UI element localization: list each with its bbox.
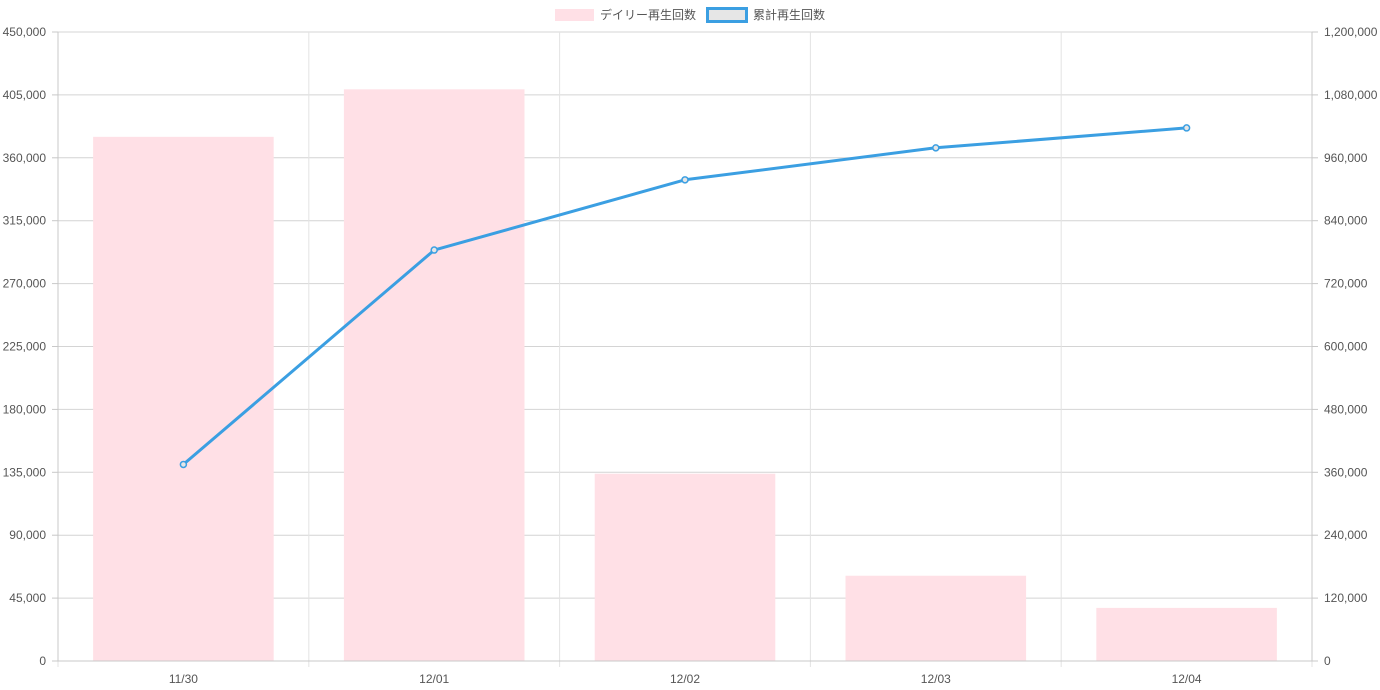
y-left-tick-label: 360,000: [3, 151, 47, 165]
x-tick-label: 12/01: [419, 672, 449, 686]
legend-swatch-daily: [555, 9, 594, 21]
y-right-tick-label: 240,000: [1324, 528, 1368, 542]
y-right-tick-label: 360,000: [1324, 465, 1368, 479]
x-tick-label: 11/30: [169, 672, 198, 686]
y-left-tick-label: 0: [39, 654, 46, 668]
x-tick-label: 12/02: [670, 672, 700, 686]
bar-series: [93, 89, 1277, 662]
legend-item-cumulative[interactable]: 累計再生回数: [706, 7, 826, 23]
y-right-tick-label: 0: [1324, 654, 1331, 668]
legend-swatch-cumulative: [706, 7, 748, 23]
legend-label-daily: デイリー再生回数: [600, 7, 696, 22]
y-left-tick-label: 45,000: [9, 591, 46, 605]
bar: [93, 136, 274, 662]
y-right-tick-label: 1,080,000: [1324, 88, 1378, 102]
bar: [1096, 607, 1277, 661]
line-point: [430, 246, 438, 254]
line-point: [681, 176, 689, 184]
y-right-tick-label: 600,000: [1324, 340, 1368, 354]
x-tick-label: 12/03: [921, 672, 951, 686]
y-right-tick-label: 960,000: [1324, 151, 1368, 165]
line-series: [179, 124, 1191, 469]
y-left-tick-label: 180,000: [3, 402, 47, 416]
legend: デイリー再生回数 累計再生回数: [555, 7, 826, 23]
y-right-tick-label: 720,000: [1324, 277, 1368, 291]
legend-label-cumulative: 累計再生回数: [753, 7, 825, 22]
y-left-tick-label: 270,000: [3, 277, 47, 291]
y-left-tick-label: 90,000: [9, 528, 46, 542]
bar: [343, 89, 525, 661]
y-left-tick-label: 135,000: [3, 465, 47, 479]
x-tick-label: 12/04: [1172, 672, 1202, 686]
line-point: [932, 144, 940, 152]
legend-item-daily[interactable]: デイリー再生回数: [555, 7, 696, 22]
y-right-tick-label: 480,000: [1324, 402, 1368, 416]
y-left-tick-label: 315,000: [3, 214, 47, 228]
axes: 0 0 45,000 120,000 90,000 240,000 135,000 360,0…: [3, 25, 1378, 686]
y-left-tick-label: 450,000: [3, 25, 47, 39]
line-point: [179, 460, 188, 469]
line-point: [1182, 124, 1191, 132]
y-right-tick-label: 120,000: [1324, 591, 1368, 605]
y-left-tick-label: 225,000: [3, 340, 47, 354]
y-left-tick-label: 405,000: [3, 88, 47, 102]
y-right-tick-label: 1,200,000: [1324, 25, 1378, 39]
y-right-tick-label: 840,000: [1324, 214, 1368, 228]
bar: [845, 575, 1027, 661]
bar: [594, 473, 776, 661]
